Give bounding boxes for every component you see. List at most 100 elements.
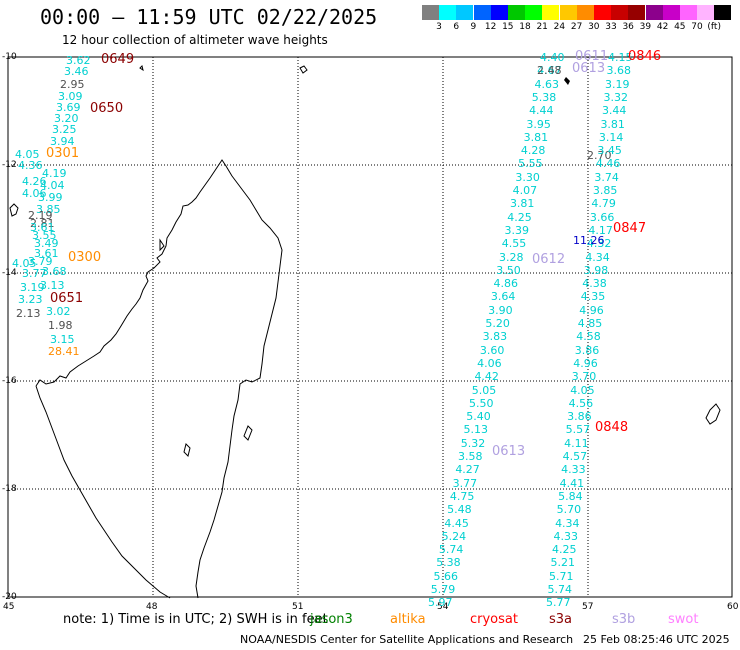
wave-height-label: 3.86 [574,343,600,357]
wave-height-label: 4.41 [559,476,585,490]
colorbar-label: 33 [605,22,617,32]
wave-height-label: 3.81 [509,197,535,211]
wave-height-label: 2.81 [30,217,55,230]
note-text: note: 1) Time is in UTC; 2) SWH is in fe… [63,612,328,627]
colorbar-label: 27 [570,22,583,32]
wave-height-label: 4.28 [520,144,546,158]
wave-height-label: 4.05 [15,148,40,161]
wave-height-label: 3.95 [526,117,551,131]
colorbar-swatch [456,5,474,20]
wave-height-label: 3.28 [499,250,524,264]
wave-height-label: 4.96 [573,356,598,370]
wave-height-label: 3.50 [496,263,521,277]
wave-height-label: 5.20 [485,317,510,330]
wave-height-label: 3.99 [38,191,63,204]
wave-height-label: 3.19 [604,77,630,91]
colorbar-label: 18 [519,22,531,32]
wave-height-label: 3.83 [482,330,508,344]
wave-height-label: 5.74 [547,583,573,596]
wave-height-label: 3.79 [28,255,53,268]
colorbar-label: (ft) [707,22,721,32]
wave-height-label: 4.27 [455,463,480,477]
wave-height-label: 5.40 [466,410,491,424]
islands [9,65,721,457]
wave-height-label: 4.17 [588,223,613,237]
pass-id-label: 0613 [572,61,606,76]
colorbar-swatch [714,5,732,20]
colorbar-swatch [542,5,560,20]
colorbar-label: 21 [536,22,548,32]
wave-height-label: 3.68 [606,64,631,78]
wave-height-label: 4.06 [22,187,47,200]
colorbar-swatch [422,5,439,20]
wave-height-label: 5.05 [471,383,497,397]
wave-height-label: 2.13 [16,307,41,320]
wave-height-label: 3.61 [34,247,59,260]
pass-id-label: 0301 [46,146,80,161]
wave-height-label: 4.45 [444,516,469,530]
wave-height-label: 28.41 [48,345,80,358]
colorbar-swatch [611,5,629,20]
wave-height-label: 1.98 [48,319,73,332]
wave-height-label: 3.44 [601,104,627,118]
wave-height-label: 4.79 [591,197,616,211]
y-axis-tick-label: -10 [2,52,17,62]
colorbar-label: 12 [484,22,497,32]
wave-height-label: 4.11 [564,436,589,450]
wave-height-label: 5.70 [556,503,582,517]
pass-id-label: 0650 [90,101,124,116]
wave-height-label: 3.81 [600,117,625,131]
pass-id-label: 0611 [575,49,609,64]
wave-height-label: 3.90 [488,303,513,317]
wave-height-label: 5.32 [460,436,486,450]
wave-height-label: 3.25 [52,123,77,136]
wave-height-label: 3.98 [583,263,609,277]
wave-height-label: 4.19 [42,167,67,180]
wave-height-label: 5.57 [565,423,591,437]
colorbar-swatch [525,5,543,20]
wave-height-label: 3.77 [22,267,47,280]
wave-height-label: 5.50 [468,396,494,410]
wave-height-label: 11.26 [573,234,605,247]
wave-height-label: 2.95 [60,78,85,91]
pass-id-label: 0847 [613,221,647,236]
wave-height-label: 3.68 [42,265,67,278]
y-axis-tick-label: -20 [2,592,17,602]
wave-height-label: 4.34 [555,516,580,530]
legend-item: cryosat [470,612,518,627]
wave-height-label: 3.85 [592,184,618,197]
wave-height-label: 4.67 [537,64,562,78]
colorbar-swatch [628,5,646,20]
wave-height-label: 3.13 [40,279,65,292]
wave-height-label: 5.71 [549,569,574,583]
wave-height-label: 4.42 [474,370,499,384]
colorbar-swatch [645,5,663,20]
wave-height-label: 4.86 [493,277,519,291]
chart-title: 00:00 – 11:59 UTC 02/22/2025 [40,5,378,29]
wave-height-label: 4.07 [512,184,538,197]
wave-height-label: 4.05 [570,383,595,397]
wave-height-label: 5.55 [518,157,543,171]
wave-height-label: 2.19 [28,209,53,222]
wave-height-label: 4.33 [561,463,586,477]
wave-height-label: 3.70 [571,370,597,384]
wave-height-label: 3.64 [490,290,516,304]
colorbar-label: 6 [453,22,460,32]
wave-height-label: 5.84 [558,489,583,503]
wave-height-label: 4.36 [18,159,43,172]
colorbar-swatch [490,5,508,20]
pass-id-label: 0613 [492,444,526,459]
madagascar-west-coast [35,385,171,599]
wave-height-label: 4.58 [576,330,601,344]
x-axis-tick-label: 45 [3,602,15,612]
wave-height-label: 4.35 [580,290,606,304]
y-axis-tick-label: -16 [2,376,17,386]
wave-height-label: 3.81 [523,130,549,144]
legend-item: s3b [612,612,636,627]
wave-height-label: 5.48 [447,503,472,517]
wave-height-label: 5.38 [531,90,557,104]
wave-height-label: 3.85 [36,203,61,216]
wave-height-label: 3.32 [603,90,628,104]
wave-height-label: 5.97 [428,596,453,610]
wave-height-label: 4.56 [568,396,594,410]
